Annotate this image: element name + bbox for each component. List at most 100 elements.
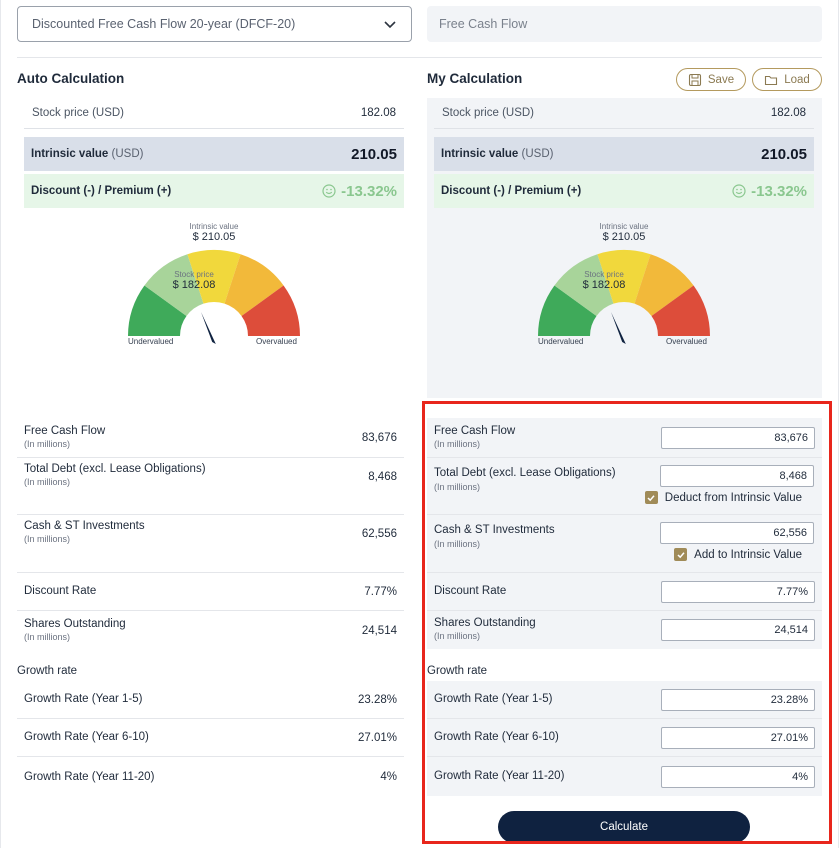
model-select[interactable]: Discounted Free Cash Flow 20-year (DFCF-… — [17, 6, 412, 42]
gauge-intrinsic-value: $ 210.05 — [602, 231, 646, 243]
discount-rate-value: 7.77% — [364, 585, 397, 598]
discount-row: Discount (-) / Premium (+) -13.32% — [24, 174, 404, 208]
cash-input[interactable]: 62,556 — [660, 522, 814, 544]
shares-sub: (In millions) — [434, 631, 481, 641]
discount-rate-input[interactable]: 7.77% — [661, 580, 815, 603]
shares-row: Shares Outstanding (In millions) 24,514 — [17, 611, 404, 651]
discount-rate-row: Discount Rate 7.77% — [427, 573, 822, 611]
deduct-checkbox-row[interactable]: Deduct from Intrinsic Value — [644, 491, 802, 504]
debt-label: Total Debt (excl. Lease Obligations) — [434, 467, 616, 479]
intrinsic-value: 210.05 — [351, 145, 397, 163]
calculate-button[interactable]: Calculate — [498, 811, 750, 843]
growth-3-input[interactable]: 4% — [661, 765, 815, 788]
my-growth-panel: Growth Rate (Year 1-5) 23.28% Growth Rat… — [427, 681, 822, 796]
check-icon — [677, 551, 685, 558]
auto-inputs: Free Cash Flow (In millions) 83,676 Total… — [17, 418, 404, 651]
gauge-undervalued-label: Undervalued — [128, 337, 174, 346]
growth-2-row: Growth Rate (Year 6-10) 27.01% — [427, 719, 822, 757]
cash-label: Cash & ST Investments — [434, 524, 555, 536]
discount-label: Discount (-) / Premium (+) — [31, 185, 172, 197]
gauge-overvalued-label: Overvalued — [256, 337, 297, 346]
discount-row: Discount (-) / Premium (+) -13.32% — [434, 174, 814, 208]
intrinsic-value: 210.05 — [761, 145, 807, 163]
auto-summary: Stock price (USD) 182.08 Intrinsic value… — [24, 98, 404, 208]
cash-sub: (In millions) — [434, 539, 481, 549]
growth-rate-title: Growth rate — [427, 665, 488, 677]
growth-3-row: Growth Rate (Year 11-20) 4% — [427, 757, 822, 796]
save-button[interactable]: Save — [676, 68, 746, 91]
debt-row: Total Debt (excl. Lease Obligations) (In … — [17, 458, 404, 515]
gauge-intrinsic-label: Intrinsic value — [189, 222, 239, 231]
growth-2-label: Growth Rate (Year 6-10) — [24, 731, 149, 743]
fcf-label: Free Cash Flow — [24, 424, 106, 437]
gauge-needle — [611, 312, 626, 344]
divider — [17, 57, 822, 58]
gauge-segment-slightly-over — [634, 254, 694, 317]
gauge-segment-fair — [597, 250, 651, 304]
add-checkbox-row[interactable]: Add to Intrinsic Value — [674, 548, 802, 561]
shares-label: Shares Outstanding — [434, 617, 536, 629]
fcf-input[interactable]: 83,676 — [661, 426, 815, 449]
debt-value: 8,468 — [368, 471, 397, 483]
intrinsic-value-row: Intrinsic value (USD) 210.05 — [24, 137, 404, 171]
intrinsic-value-row: Intrinsic value (USD) 210.05 — [434, 137, 814, 171]
smile-icon — [732, 184, 746, 198]
gauge-segment-overvalued — [651, 285, 710, 336]
my-inputs-panel: Free Cash Flow (In millions) 83,676 Total… — [427, 418, 822, 649]
growth-1-label: Growth Rate (Year 1-5) — [24, 693, 143, 705]
gauge-stock-label: Stock price — [584, 270, 624, 279]
growth-3-row: Growth Rate (Year 11-20) 4% — [17, 757, 404, 797]
growth-1-label: Growth Rate (Year 1-5) — [434, 693, 553, 705]
deduct-checkbox[interactable] — [644, 491, 658, 504]
cash-row: Cash & ST Investments (In millions) 62,55… — [427, 515, 822, 573]
model-select-value: Discounted Free Cash Flow 20-year (DFCF-… — [32, 17, 296, 31]
cash-row: Cash & ST Investments (In millions) 62,55… — [17, 515, 404, 573]
frame-border-left — [0, 0, 1, 848]
gauge-segment-slightly-over — [224, 254, 284, 317]
shares-input[interactable]: 24,514 — [661, 619, 815, 641]
debt-input[interactable]: 8,468 — [660, 465, 814, 487]
gauge-stock-value: $ 182.08 — [582, 279, 626, 291]
load-label: Load — [784, 73, 810, 86]
gauge-segment-slightly-under — [144, 254, 204, 317]
growth-1-input[interactable]: 23.28% — [661, 688, 815, 711]
cash-label: Cash & ST Investments — [24, 520, 145, 532]
stock-price-value: 182.08 — [360, 107, 396, 119]
auto-growth-rates: Growth Rate (Year 1-5) 23.28% Growth Rat… — [17, 681, 404, 797]
growth-3-label: Growth Rate (Year 11-20) — [24, 770, 155, 783]
growth-2-input[interactable]: 27.01% — [661, 726, 815, 749]
my-calculation-title: My Calculation — [427, 71, 523, 86]
shares-sub: (In millions) — [24, 632, 71, 642]
growth-3-label: Growth Rate (Year 11-20) — [434, 770, 565, 782]
fcf-label: Free Cash Flow — [434, 424, 516, 437]
gauge-stock-label: Stock price — [174, 270, 214, 279]
stock-price-value: 182.08 — [770, 107, 806, 119]
debt-sub: (In millions) — [434, 482, 481, 492]
folder-icon — [765, 75, 778, 85]
my-summary: Stock price (USD) 182.08 Intrinsic value… — [434, 98, 814, 208]
intrinsic-value-label: Intrinsic value — [441, 148, 519, 160]
save-icon — [688, 73, 701, 86]
gauge-intrinsic-label: Intrinsic value — [599, 222, 649, 231]
shares-label: Shares Outstanding — [24, 618, 126, 630]
add-checkbox[interactable] — [674, 548, 688, 561]
fcf-row: Free Cash Flow (In millions) 83,676 — [17, 418, 404, 458]
intrinsic-value-unit: (USD) — [111, 148, 144, 160]
frame-border-right — [838, 0, 839, 848]
gauge-segment-fair — [187, 250, 241, 304]
growth-rate-title: Growth rate — [17, 665, 78, 677]
discount-label: Discount (-) / Premium (+) — [441, 185, 582, 197]
gauge-needle — [201, 312, 216, 344]
gauge-dial — [538, 250, 710, 344]
gauge-overvalued-label: Overvalued — [666, 337, 707, 346]
gauge-segment-slightly-under — [554, 254, 614, 317]
stock-price-label: Stock price (USD) — [32, 107, 125, 119]
debt-sub: (In millions) — [24, 477, 71, 487]
growth-2-value: 27.01% — [357, 731, 397, 744]
growth-1-row: Growth Rate (Year 1-5) 23.28% — [17, 681, 404, 719]
discount-rate-row: Discount Rate 7.77% — [17, 573, 404, 611]
shares-value: 24,514 — [361, 625, 397, 637]
method-field-value: Free Cash Flow — [439, 17, 528, 31]
auto-calculation-title: Auto Calculation — [17, 71, 125, 86]
load-button[interactable]: Load — [752, 68, 822, 91]
